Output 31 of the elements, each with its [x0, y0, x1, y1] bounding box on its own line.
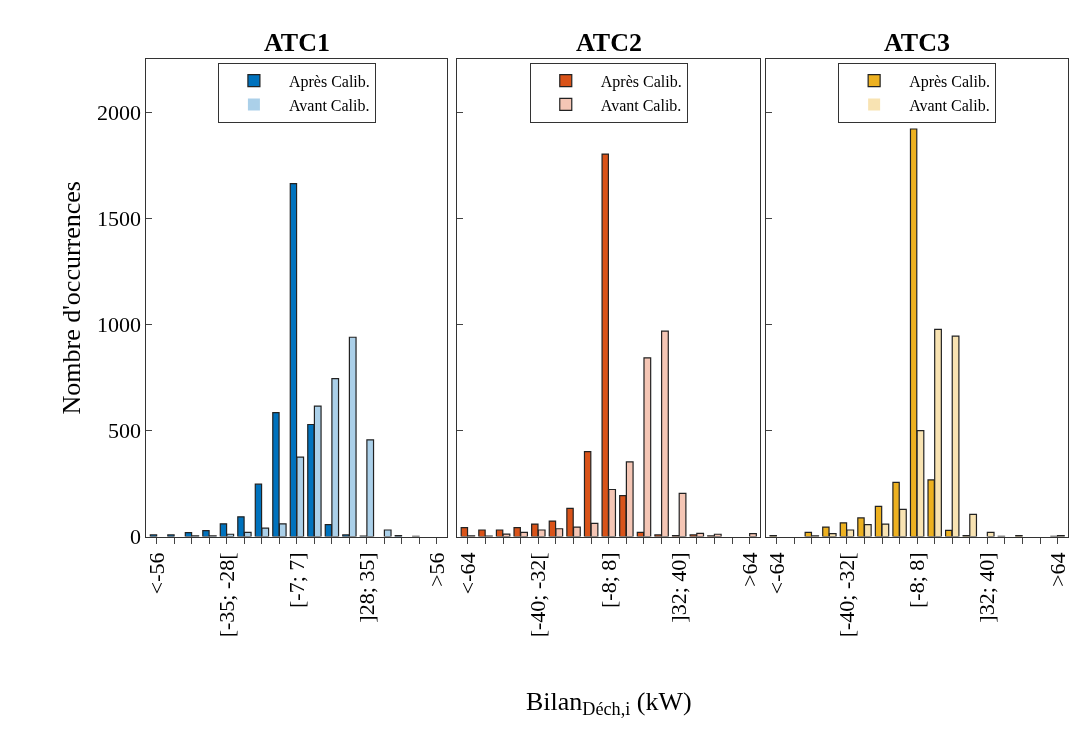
legend-label: Après Calib. [600, 72, 682, 91]
x-tick-label: <-56 [144, 552, 170, 595]
x-tick-label: <-64 [455, 552, 481, 595]
x-tick-label: [-35; -28[ [214, 552, 240, 638]
x-tick-label: ]28; 35] [354, 552, 380, 623]
chart-title: ATC1 [264, 28, 330, 57]
x-tick-label: [-7; 7] [284, 552, 310, 608]
x-tick-label: [-40; -32[ [834, 552, 860, 638]
y-tick-label: 500 [108, 418, 142, 444]
y-axis-title: Nombre d'occurrences [56, 181, 86, 415]
legend-label: Avant Calib. [600, 96, 682, 114]
x-axis-title: Bilan$_{Déch,i}$ (kW) [526, 687, 692, 720]
x-tick-label: ]32; 40] [974, 552, 1000, 623]
y-tick-label: 0 [130, 524, 142, 550]
x-tick-label: <-64 [763, 552, 789, 595]
legend-label: Avant Calib. [288, 96, 370, 114]
chart-title: ATC2 [576, 28, 642, 57]
legend-label: Avant Calib. [909, 96, 990, 114]
y-tick-label: 2000 [97, 99, 142, 125]
x-tick-label: >64 [736, 552, 762, 587]
chart-title: ATC3 [884, 28, 950, 57]
x-tick-label: >56 [424, 552, 450, 587]
legend-label: Après Calib. [909, 72, 991, 91]
x-tick-label: [-8; 8] [904, 552, 930, 608]
y-tick-label: 1500 [97, 205, 142, 231]
x-tick-label: ]32; 40] [666, 552, 692, 623]
y-tick-label: 1000 [97, 312, 142, 338]
legend-label: Après Calib. [288, 72, 370, 91]
x-tick-label: [-40; -32[ [525, 552, 551, 638]
x-tick-label: [-8; 8] [595, 552, 621, 608]
x-tick-label: >64 [1044, 552, 1070, 587]
